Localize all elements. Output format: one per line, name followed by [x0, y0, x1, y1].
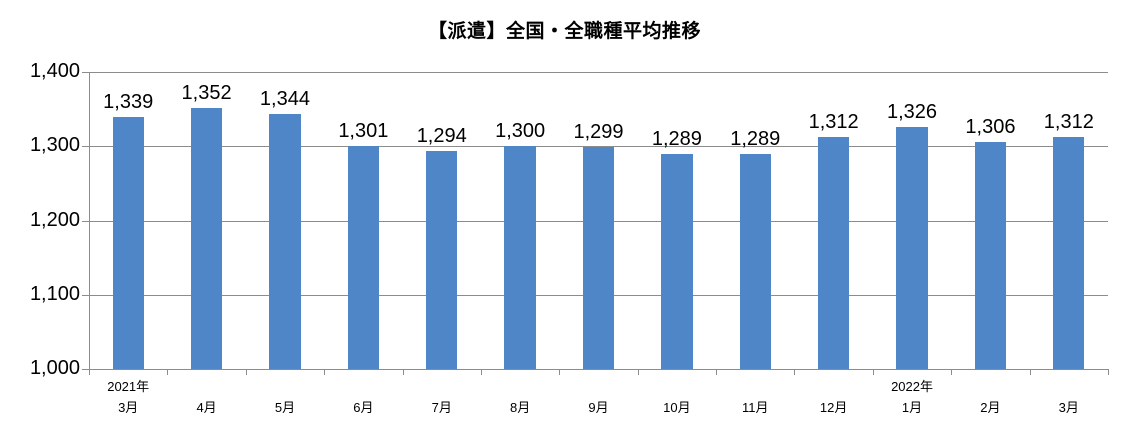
gridline [89, 72, 1108, 73]
x-axis-tick [1029, 369, 1031, 375]
x-axis-tick [245, 369, 247, 375]
x-axis-tick [794, 369, 796, 375]
plot-area: 1,339 1,352 1,344 1,301 1,294 1,300 1,299 1,289… [89, 72, 1108, 369]
y-axis-tick [82, 369, 89, 370]
y-axis-tick [82, 220, 89, 222]
x-axis-category-label: 8月 [509, 400, 531, 415]
x-axis-tick [637, 369, 639, 375]
y-axis-tick [82, 146, 89, 148]
bar [582, 147, 615, 369]
bar [896, 126, 928, 369]
bar-data-label: 1,289 [730, 128, 781, 151]
x-axis-category-label: 1月 [901, 400, 923, 415]
bar-data-label: 1,312 [1043, 111, 1094, 134]
x-axis-tick [951, 369, 953, 375]
x-axis-category-label: 7月 [431, 400, 452, 415]
y-axis-tick [82, 72, 89, 73]
y-axis-tick-label: 1,300 [29, 134, 80, 157]
x-axis-tick [480, 369, 482, 375]
y-axis-tick [82, 294, 89, 296]
bar-data-label: 1,339 [103, 91, 154, 114]
x-axis-category-label: 10月 [663, 400, 691, 415]
bar [426, 150, 458, 369]
x-axis-tick [324, 369, 326, 375]
bar [974, 141, 1007, 369]
bar [112, 117, 144, 369]
x-axis-tick [716, 369, 718, 375]
x-axis-category-label: 9月 [588, 400, 609, 415]
bar [817, 137, 850, 369]
bar-data-label: 1,312 [808, 111, 859, 134]
x-axis-tick [872, 369, 874, 375]
x-axis-category-label: 4月 [196, 400, 217, 415]
x-axis-category-label: 2月 [980, 400, 1001, 415]
x-axis-line [89, 369, 1108, 370]
bar-data-label: 1,344 [259, 87, 310, 110]
bar-data-label: 1,306 [965, 115, 1016, 138]
chart-title: 【派遣】全国・全職種平均推移 [427, 21, 701, 42]
x-axis-category-label: 3月 [118, 400, 139, 415]
x-axis-year-label: 2021年 [107, 379, 150, 394]
x-axis-year-label: 2022年 [891, 379, 933, 394]
bar [347, 145, 379, 369]
bar-data-label: 1,294 [416, 124, 467, 147]
bar [504, 146, 536, 369]
x-axis-tick [89, 369, 90, 375]
gridline [89, 146, 1108, 148]
x-axis-tick [402, 369, 404, 375]
x-axis-category-label: 11月 [742, 400, 769, 415]
bar-data-label: 1,300 [495, 120, 546, 143]
bar [739, 154, 771, 369]
bar-data-label: 1,289 [651, 128, 702, 151]
y-axis-line [89, 72, 90, 369]
bar-data-label: 1,352 [181, 81, 232, 104]
bar [190, 107, 223, 369]
x-axis-tick [559, 369, 561, 375]
x-axis-category-label: 6月 [353, 400, 374, 415]
y-axis-tick-label: 1,200 [29, 208, 80, 231]
y-axis-tick-label: 1,000 [29, 357, 80, 379]
x-axis-tick [1108, 369, 1109, 375]
bar-data-label: 1,299 [573, 121, 624, 143]
bar [1053, 137, 1085, 369]
bar [661, 154, 693, 369]
x-axis-tick [167, 369, 169, 375]
y-axis-tick-label: 1,400 [29, 60, 80, 82]
bar-data-label: 1,326 [887, 100, 938, 123]
x-axis-category-label: 5月 [274, 400, 296, 415]
bar [269, 113, 301, 369]
y-axis-tick-label: 1,100 [29, 282, 80, 305]
x-axis-category-label: 12月 [819, 400, 848, 415]
x-axis-category-label: 3月 [1058, 400, 1079, 415]
bar-data-label: 1,301 [338, 119, 389, 142]
